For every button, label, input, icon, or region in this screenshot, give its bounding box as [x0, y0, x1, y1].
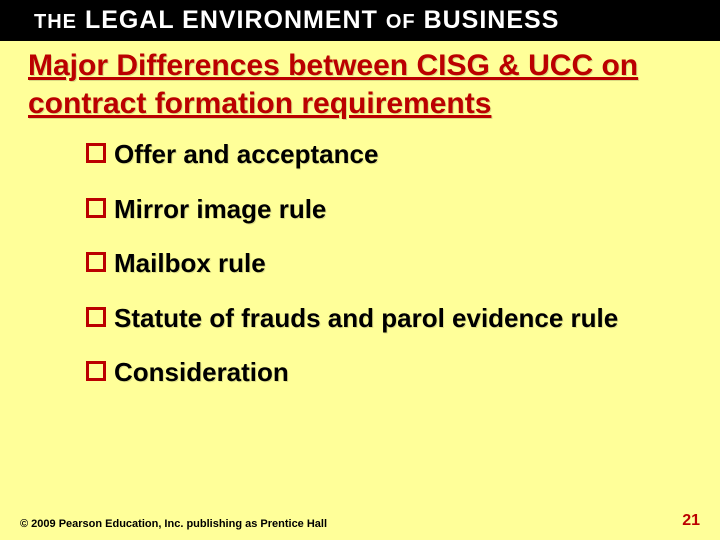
slide-header: THE LEGAL ENVIRONMENT OF BUSINESS [0, 0, 720, 41]
bullet-list: Offer and acceptance Mirror image rule M… [0, 134, 720, 389]
header-part: OF [386, 11, 416, 33]
list-item: Consideration [86, 356, 660, 389]
list-item: Mirror image rule [86, 193, 660, 226]
checkbox-icon [86, 252, 106, 272]
bullet-text: Mirror image rule [114, 193, 660, 226]
slide-footer: © 2009 Pearson Education, Inc. publishin… [20, 512, 700, 530]
header-part: BUSINESS [416, 6, 560, 34]
header-part: LEGAL ENVIRONMENT [77, 6, 386, 34]
checkbox-icon [86, 307, 106, 327]
bullet-text: Consideration [114, 356, 660, 389]
bullet-text: Mailbox rule [114, 247, 660, 280]
checkbox-icon [86, 361, 106, 381]
list-item: Offer and acceptance [86, 138, 660, 171]
bullet-text: Statute of frauds and parol evidence rul… [114, 302, 660, 335]
page-number: 21 [682, 512, 700, 530]
list-item: Mailbox rule [86, 247, 660, 280]
header-part: THE [34, 11, 77, 33]
list-item: Statute of frauds and parol evidence rul… [86, 302, 660, 335]
bullet-text: Offer and acceptance [114, 138, 660, 171]
slide-title: Major Differences between CISG & UCC on … [0, 41, 720, 134]
checkbox-icon [86, 143, 106, 163]
copyright-text: © 2009 Pearson Education, Inc. publishin… [20, 518, 327, 530]
checkbox-icon [86, 198, 106, 218]
